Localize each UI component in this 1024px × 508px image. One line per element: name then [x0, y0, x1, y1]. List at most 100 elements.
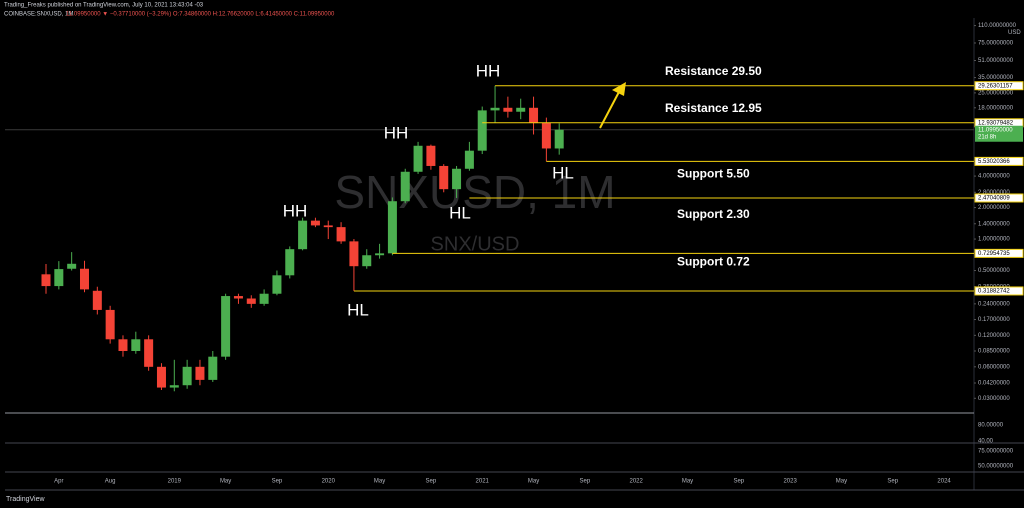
x-tick-label: 2020 — [322, 479, 336, 485]
watermark-sub: SNX/USD — [431, 233, 520, 255]
annotation: HL — [552, 163, 574, 182]
lower-panel-label: 75.00000000 — [978, 449, 1014, 455]
last-price-label: 11.09950000 — [978, 127, 1013, 133]
candle-body — [144, 339, 154, 367]
candle-body — [323, 225, 333, 228]
y-tick-label: 0.12000000 — [978, 333, 1010, 339]
y-tick-label: 1.40000000 — [978, 221, 1010, 227]
x-tick-label: May — [220, 479, 231, 485]
candle-body — [336, 227, 346, 242]
quote: 11.09950000 ▼ −0.37710000 (−3.29%) O:7.3… — [66, 12, 335, 18]
x-tick-label: Aug — [105, 479, 116, 485]
symbol: COINBASE:SNXUSD, 1M — [4, 12, 73, 18]
level-price-box — [974, 81, 1024, 91]
candle-body — [131, 339, 141, 351]
candle-body — [503, 107, 513, 112]
level-note: Resistance 29.50 — [665, 64, 762, 78]
y-tick-label: 51.00000000 — [978, 58, 1014, 64]
level-price-label: 0.72954735 — [978, 251, 1010, 257]
y-tick-label: 0.08500000 — [978, 349, 1010, 355]
level-price-box — [974, 286, 1024, 296]
x-tick-label: May — [682, 479, 693, 485]
annotation: HL — [449, 203, 471, 222]
level-price-label: 12.93079482 — [978, 120, 1014, 126]
y-tick-label: 75.00000000 — [978, 41, 1014, 47]
level-price-box — [974, 248, 1024, 258]
level-price-label: 2.47040809 — [978, 196, 1010, 202]
y-tick-label: 0.04200000 — [978, 381, 1010, 387]
level-price-box — [974, 193, 1024, 203]
y-tick-label: 0.24000000 — [978, 301, 1010, 307]
candle-body — [387, 201, 397, 254]
annotation: HH — [384, 123, 409, 142]
annotation: HL — [347, 300, 369, 319]
candle-body — [362, 255, 372, 267]
candle-body — [208, 356, 218, 380]
level-price-label: 29.26301157 — [978, 83, 1013, 89]
x-tick-label: 2024 — [937, 479, 951, 485]
y-tick-label: 0.17000000 — [978, 317, 1010, 323]
level-price-label: 0.31882742 — [978, 289, 1010, 295]
x-tick-label: Sep — [426, 479, 437, 485]
last-price-box — [975, 125, 1023, 142]
candle-body — [169, 385, 179, 388]
annotation: HH — [283, 201, 308, 220]
y-tick-label: 25.00000000 — [978, 90, 1014, 96]
candle-body — [298, 220, 308, 250]
candle-body — [67, 263, 77, 269]
candle-body — [426, 145, 436, 166]
y-tick-label: 1.00000000 — [978, 237, 1010, 243]
x-tick-label: Sep — [887, 479, 898, 485]
candle-body — [310, 220, 320, 226]
lower-panel-label: 50.00000000 — [978, 464, 1014, 470]
candle-body — [272, 275, 282, 294]
x-tick-label: 2022 — [630, 479, 644, 485]
y-tick-label: 0.06000000 — [978, 364, 1010, 370]
x-tick-label: Sep — [733, 479, 744, 485]
y-tick-label: 110.00000000 — [978, 23, 1017, 29]
candle-body — [554, 129, 564, 149]
candle-body — [285, 249, 295, 276]
candle-body — [182, 366, 192, 386]
countdown: 21d 8h — [978, 134, 996, 140]
y-tick-label: 18.00000000 — [978, 105, 1014, 111]
candle-body — [375, 253, 385, 256]
candle-body — [259, 293, 269, 304]
candle-body — [92, 290, 102, 310]
candle-body — [529, 107, 539, 123]
arrow — [599, 89, 621, 129]
candle-body — [195, 366, 205, 380]
x-tick-label: Sep — [272, 479, 283, 485]
y-unit: USD — [1008, 30, 1021, 36]
y-tick-label: 0.50000000 — [978, 268, 1010, 274]
candle-body — [349, 241, 359, 267]
candle-body — [105, 309, 115, 340]
level-note: Support 2.30 — [677, 207, 750, 221]
lower-panel-label: 80.00000 — [978, 423, 1004, 429]
candle-body — [41, 274, 51, 287]
level-note: Resistance 12.95 — [665, 101, 762, 115]
candle-body — [400, 171, 410, 202]
level-price-box — [974, 156, 1024, 166]
y-tick-label: 0.03000000 — [978, 396, 1010, 402]
x-tick-label: May — [374, 479, 385, 485]
candle-body — [439, 165, 449, 190]
level-price-label: 5.53020366 — [978, 159, 1010, 165]
candle-body — [54, 269, 64, 287]
level-note: Support 0.72 — [677, 255, 750, 269]
watermark: SNXUSD, 1M — [334, 166, 615, 218]
y-tick-label: 35.00000000 — [978, 75, 1014, 81]
candle-body — [156, 366, 166, 388]
candle-body — [452, 168, 462, 190]
x-tick-label: May — [836, 479, 847, 485]
x-tick-label: 2021 — [476, 479, 490, 485]
candle-body — [233, 296, 243, 299]
level-note: Support 5.50 — [677, 167, 750, 181]
y-tick-label: 2.80000000 — [978, 190, 1010, 196]
x-tick-label: Sep — [580, 479, 591, 485]
x-tick-label: Apr — [54, 479, 63, 485]
candle-body — [516, 107, 526, 112]
candle-body — [477, 110, 487, 151]
x-tick-label: 2019 — [168, 479, 182, 485]
